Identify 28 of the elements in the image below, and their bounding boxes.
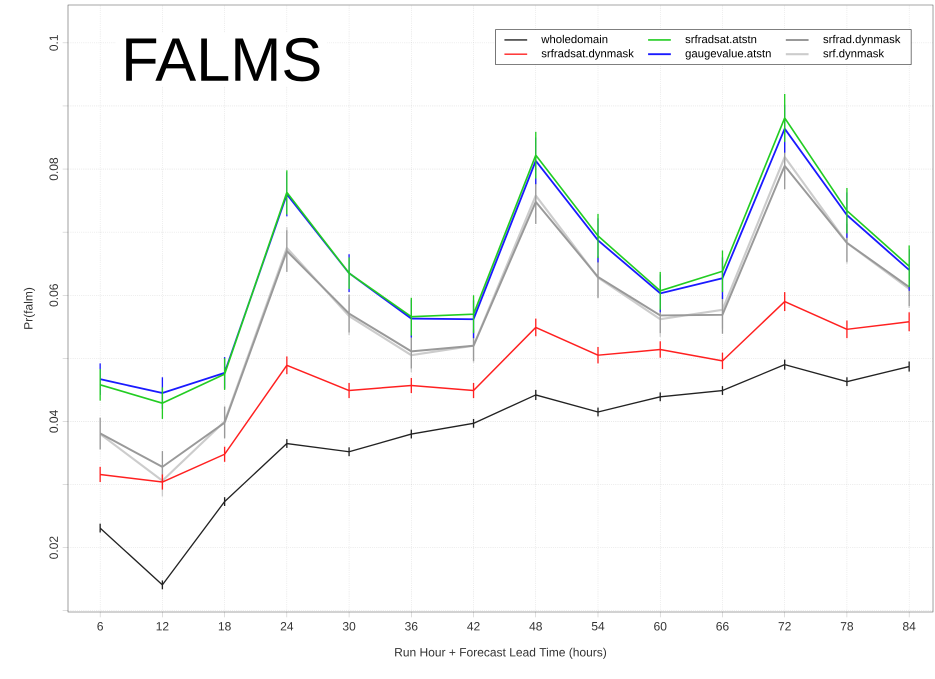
x-tick-label: 24	[280, 622, 294, 630]
legend-label: gaugevalue.atstn	[686, 49, 771, 60]
legend-label: wholedomain	[541, 34, 608, 44]
y-tick-label: 0.1	[49, 35, 58, 51]
x-tick-label: 72	[778, 622, 791, 630]
legend-label: srfrad.dynmask	[823, 34, 900, 46]
y-axis-title: Pr(falm)	[24, 288, 35, 329]
legend-label: srf.dynmask	[823, 49, 884, 60]
x-tick-label: 66	[716, 622, 729, 631]
x-tick-label: 30	[342, 622, 356, 631]
x-tick-label: 6	[97, 622, 103, 631]
y-tick-label: 0.02	[49, 536, 58, 559]
x-tick-label: 42	[467, 622, 480, 630]
x-tick-label: 18	[218, 622, 231, 631]
y-tick-label: 0.06	[49, 284, 58, 306]
x-tick-label: 60	[654, 622, 666, 631]
x-tick-label: 84	[903, 622, 916, 631]
y-tick-label: 0.04	[49, 410, 58, 433]
chart-title: FALMS	[126, 38, 320, 82]
x-tick-label: 36	[405, 622, 418, 631]
x-tick-label: 48	[529, 622, 542, 631]
x-axis-title: Run Hour + Forecast Lead Time (hours)	[395, 648, 606, 659]
legend-label: srfradsat.dynmask	[542, 49, 634, 60]
x-tick-label: 78	[840, 622, 854, 631]
y-tick-label: 0.08	[49, 158, 58, 180]
legend-label: srfradsat.atstn	[685, 34, 756, 44]
x-tick-label: 12	[156, 622, 168, 630]
x-tick-label: 54	[592, 622, 604, 630]
